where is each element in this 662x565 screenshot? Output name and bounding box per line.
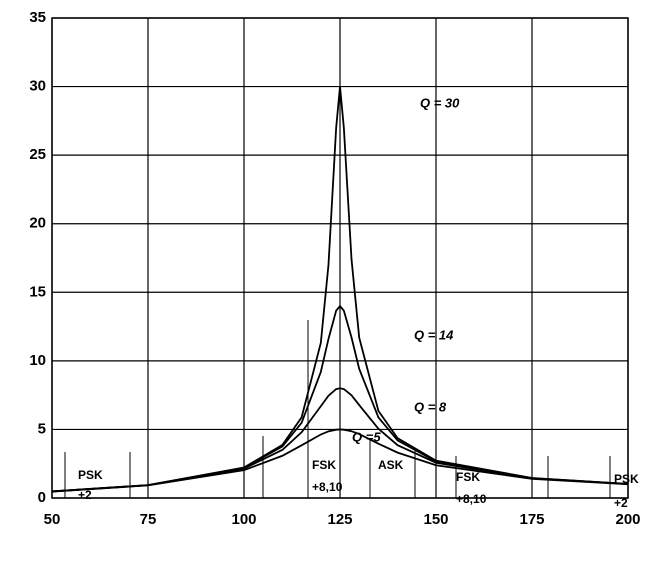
region-label: FSK [456, 470, 480, 484]
series-label: Q =5 [352, 429, 381, 444]
y-tick-label: 0 [38, 489, 46, 506]
y-tick-label: 35 [29, 9, 46, 26]
series-label: Q = 30 [420, 95, 460, 110]
x-tick-label: 150 [423, 511, 448, 528]
series-label: Q = 8 [414, 399, 447, 414]
region-label: +2 [614, 496, 628, 510]
region-label: ASK [378, 458, 404, 472]
y-tick-label: 5 [38, 420, 46, 437]
x-tick-label: 125 [327, 511, 352, 528]
x-tick-label: 175 [519, 511, 544, 528]
y-tick-label: 25 [29, 146, 46, 163]
y-tick-label: 15 [29, 283, 46, 300]
region-label: +8,10 [456, 492, 487, 506]
region-label: +8,10 [312, 480, 343, 494]
region-label: FSK [312, 458, 336, 472]
x-tick-label: 75 [140, 511, 157, 528]
chart: 0 5 10 15 20 25 30 35 50 75 100 125 150 175 200 Q = 30 Q… [0, 0, 662, 560]
y-tick-label: 10 [29, 352, 46, 369]
series-label: Q = 14 [414, 327, 454, 342]
region-label: PSK [614, 472, 639, 486]
region-label: PSK [78, 468, 103, 482]
x-tick-label: 200 [615, 511, 640, 528]
x-tick-label: 100 [231, 511, 256, 528]
region-label: +2 [78, 488, 92, 502]
x-tick-label: 50 [44, 511, 61, 528]
y-tick-label: 30 [29, 78, 46, 95]
y-tick-label: 20 [29, 215, 46, 232]
